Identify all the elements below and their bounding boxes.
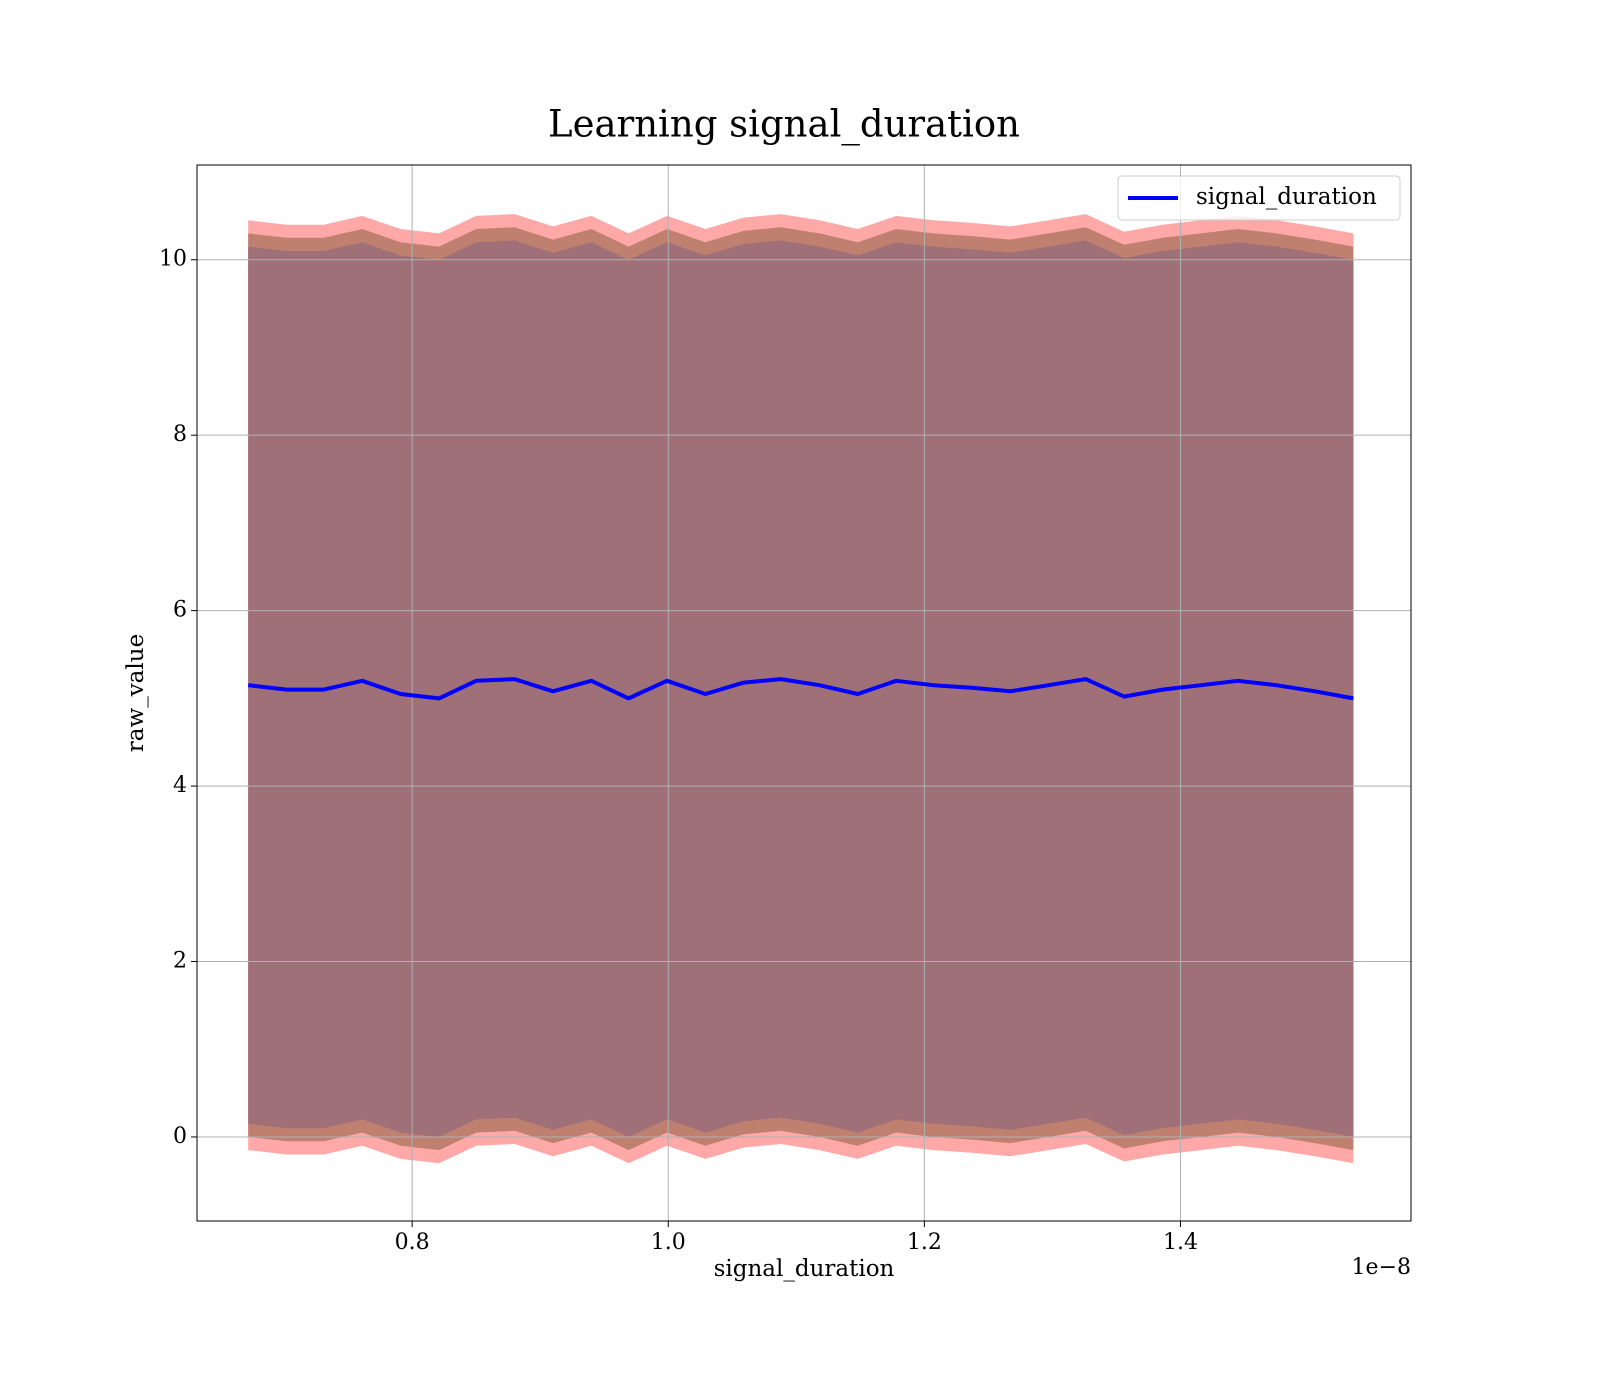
y-tick-label: 6	[173, 598, 187, 623]
x-offset-label: 1e−8	[1352, 1255, 1411, 1280]
x-tick-label: 1.4	[1163, 1230, 1198, 1255]
y-axis-label: raw_value	[123, 634, 149, 752]
chart-title: Learning signal_duration	[548, 103, 1020, 147]
data-line	[247, 677, 1354, 701]
y-tick-label: 0	[173, 1124, 187, 1149]
legend-box	[1117, 175, 1401, 221]
x-tick-label: 1.2	[907, 1230, 942, 1255]
legend-label: signal_duration	[1196, 184, 1377, 210]
y-tick-label: 10	[159, 247, 187, 272]
plot-frame	[196, 164, 1412, 1222]
band	[248, 240, 1354, 1137]
y-tick-label: 2	[173, 949, 187, 974]
y-tick-label: 4	[173, 773, 187, 798]
x-tick-label: 1.0	[651, 1230, 686, 1255]
x-axis-label: signal_duration	[714, 1256, 895, 1282]
x-tick-label: 0.8	[395, 1230, 430, 1255]
y-tick-label: 8	[173, 422, 187, 447]
